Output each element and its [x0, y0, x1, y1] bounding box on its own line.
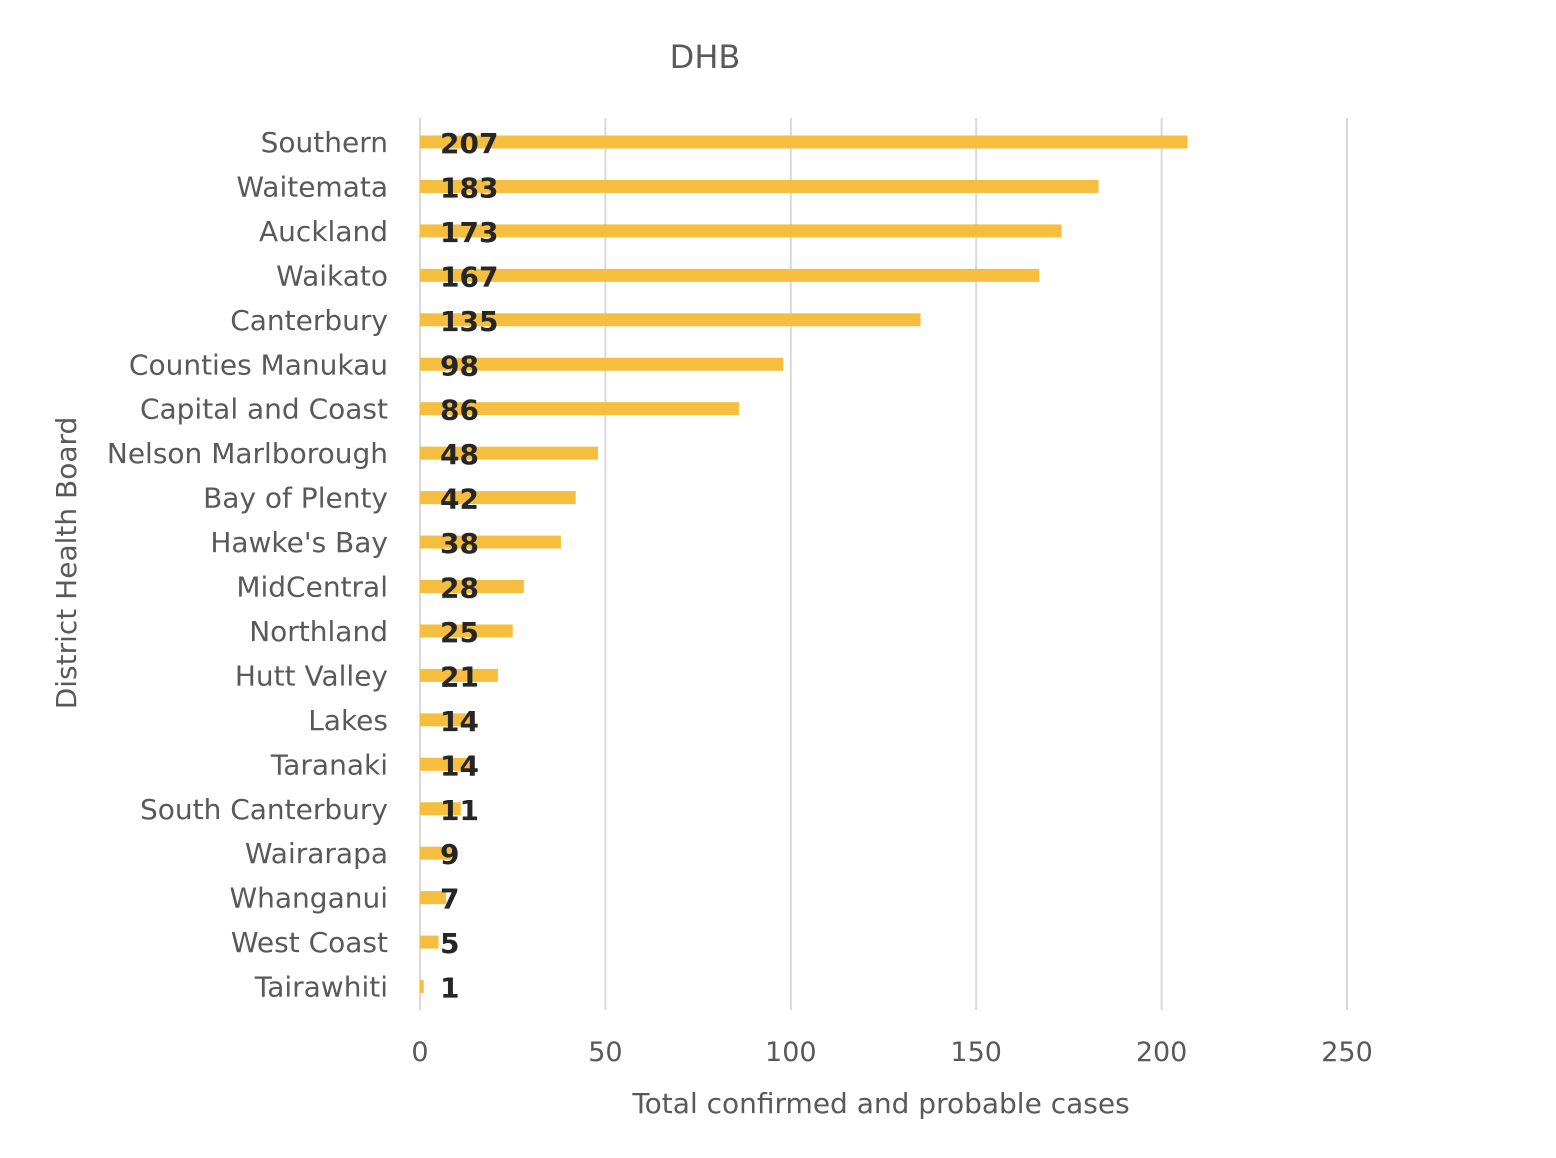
y-axis-title: District Health Board: [50, 417, 83, 710]
category-label: Whanganui: [229, 882, 388, 915]
category-label: Waitemata: [236, 170, 388, 203]
category-label: Auckland: [259, 215, 388, 248]
gridlines: [419, 118, 1348, 1010]
x-tick-label: 0: [411, 1037, 428, 1068]
bar: [420, 846, 454, 860]
data-label: 7: [440, 883, 459, 916]
data-label: 38: [440, 527, 479, 560]
x-axis-title: Total confirmed and probable cases: [631, 1087, 1129, 1120]
bar: [420, 980, 424, 994]
bar: [420, 535, 561, 549]
bars: [420, 135, 1188, 994]
category-label: Canterbury: [230, 304, 388, 337]
bar: [420, 224, 1062, 238]
bar: [420, 135, 1188, 149]
bar: [420, 179, 1099, 193]
bar: [420, 491, 576, 505]
category-label: MidCentral: [236, 571, 388, 604]
category-label: Capital and Coast: [140, 393, 388, 426]
bar: [420, 757, 472, 771]
data-label: 167: [440, 260, 498, 293]
x-tick-label: 50: [588, 1037, 622, 1068]
category-label: Wairarapa: [245, 837, 388, 870]
x-tick-label: 150: [950, 1037, 1002, 1068]
data-label: 135: [440, 305, 498, 338]
data-label: 14: [440, 749, 479, 782]
data-label: 183: [440, 171, 498, 204]
data-label: 28: [440, 572, 479, 605]
category-label: Nelson Marlborough: [107, 437, 388, 470]
category-label: Southern: [261, 126, 388, 159]
category-label: Waikato: [276, 259, 388, 292]
x-tick-label: 250: [1321, 1037, 1373, 1068]
bar: [420, 446, 598, 460]
bar: [420, 802, 461, 816]
data-label: 11: [440, 794, 479, 827]
data-label: 21: [440, 660, 479, 693]
category-labels: Southern Waitemata Auckland Waikato Canterbu…: [107, 126, 388, 1004]
bar: [420, 313, 921, 327]
data-label: 98: [440, 349, 479, 382]
category-label: South Canterbury: [140, 793, 388, 826]
x-tick-label: 200: [1136, 1037, 1188, 1068]
category-label: Counties Manukau: [129, 348, 388, 381]
bar: [420, 268, 1040, 282]
data-label: 1: [440, 972, 459, 1005]
category-label: Hawke's Bay: [210, 526, 388, 559]
category-label: Bay of Plenty: [203, 482, 388, 515]
chart-title: DHB: [670, 38, 741, 76]
data-label: 5: [440, 927, 459, 960]
data-label: 14: [440, 705, 479, 738]
category-label: West Coast: [231, 926, 388, 959]
data-labels: 207 183 173 167 135 98 86 48 42 38 28 25 21 14 14 11 9 7 5…: [440, 127, 498, 1005]
category-label: Taranaki: [270, 748, 388, 781]
bar: [420, 891, 446, 905]
data-label: 173: [440, 216, 498, 249]
x-tick-label: 100: [765, 1037, 817, 1068]
data-label: 25: [440, 616, 479, 649]
data-label: 48: [440, 438, 479, 471]
bar: [420, 580, 524, 593]
bar: [420, 402, 739, 416]
bar: [420, 357, 784, 371]
data-label: 207: [440, 127, 498, 160]
bar: [420, 668, 498, 682]
category-label: Northland: [249, 615, 388, 648]
bar: [420, 935, 439, 949]
bar: [420, 624, 513, 638]
category-label: Tairawhiti: [254, 971, 388, 1004]
data-label: 9: [440, 838, 459, 871]
x-tick-labels: 0 50 100 150 200 250: [411, 1037, 1372, 1068]
data-label: 86: [440, 394, 479, 427]
data-label: 42: [440, 483, 479, 516]
category-label: Lakes: [308, 704, 388, 737]
bar: [420, 713, 472, 727]
category-label: Hutt Valley: [235, 659, 388, 692]
